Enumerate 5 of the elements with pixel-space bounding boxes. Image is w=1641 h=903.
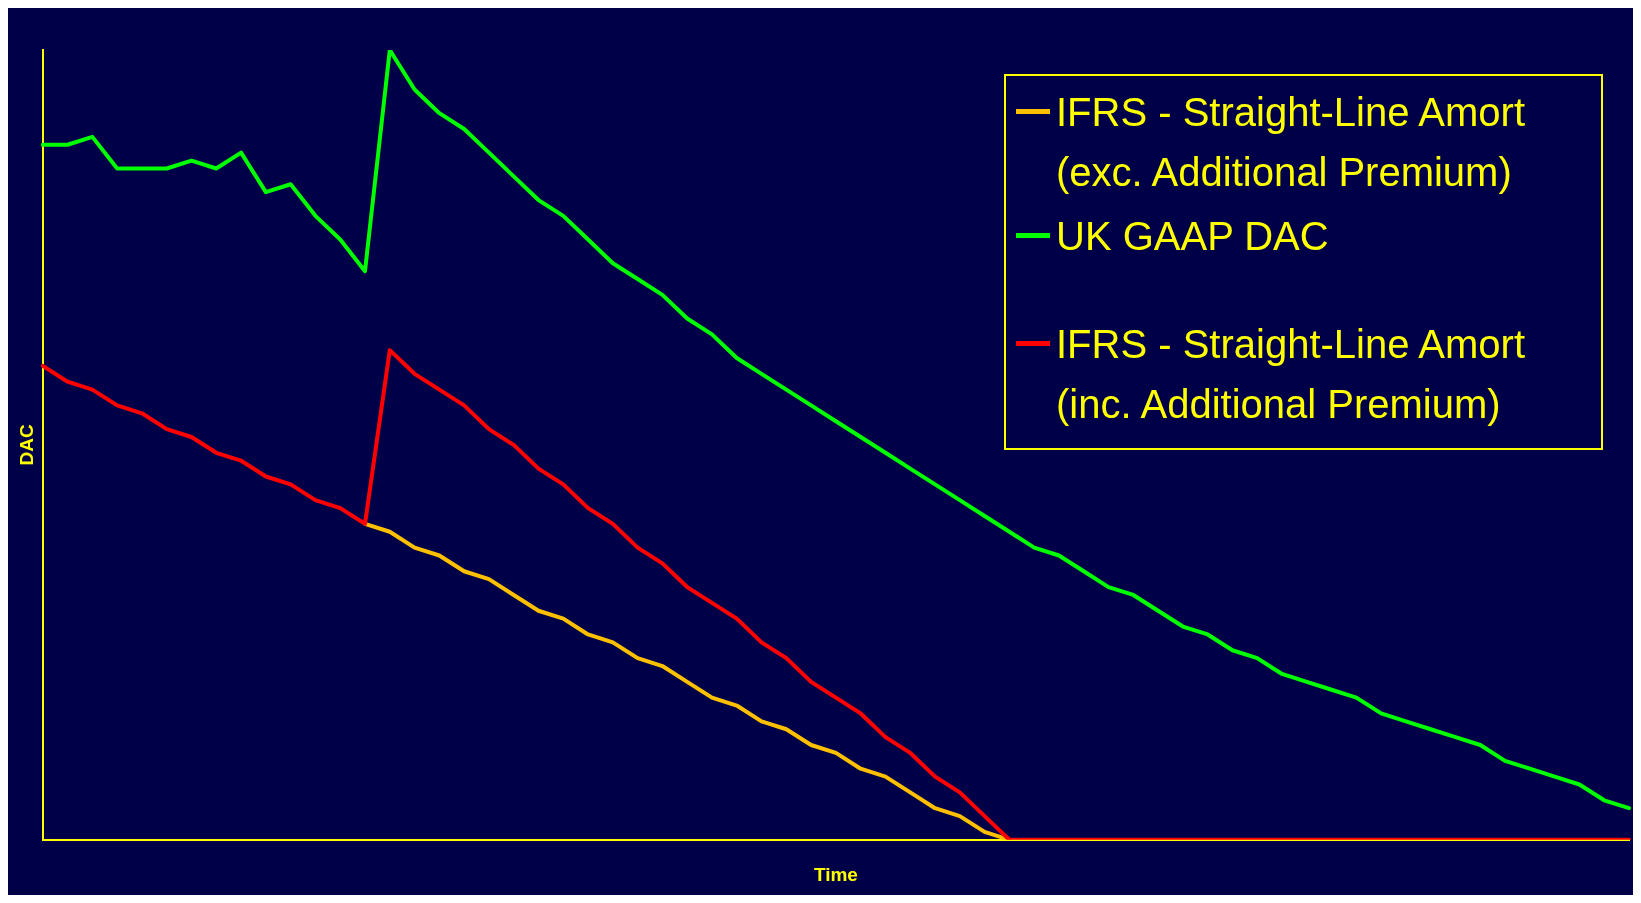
legend-label: IFRS - Straight-Line Amort (exc. Additional Premium) <box>1056 89 1527 196</box>
y-axis-title: DAC <box>15 424 37 466</box>
legend-label: IFRS - Straight-Line Amort (inc. Additional Premium) <box>1056 321 1527 428</box>
legend-label: UK GAAP DAC <box>1056 213 1329 260</box>
x-axis-title: Time <box>813 863 858 885</box>
